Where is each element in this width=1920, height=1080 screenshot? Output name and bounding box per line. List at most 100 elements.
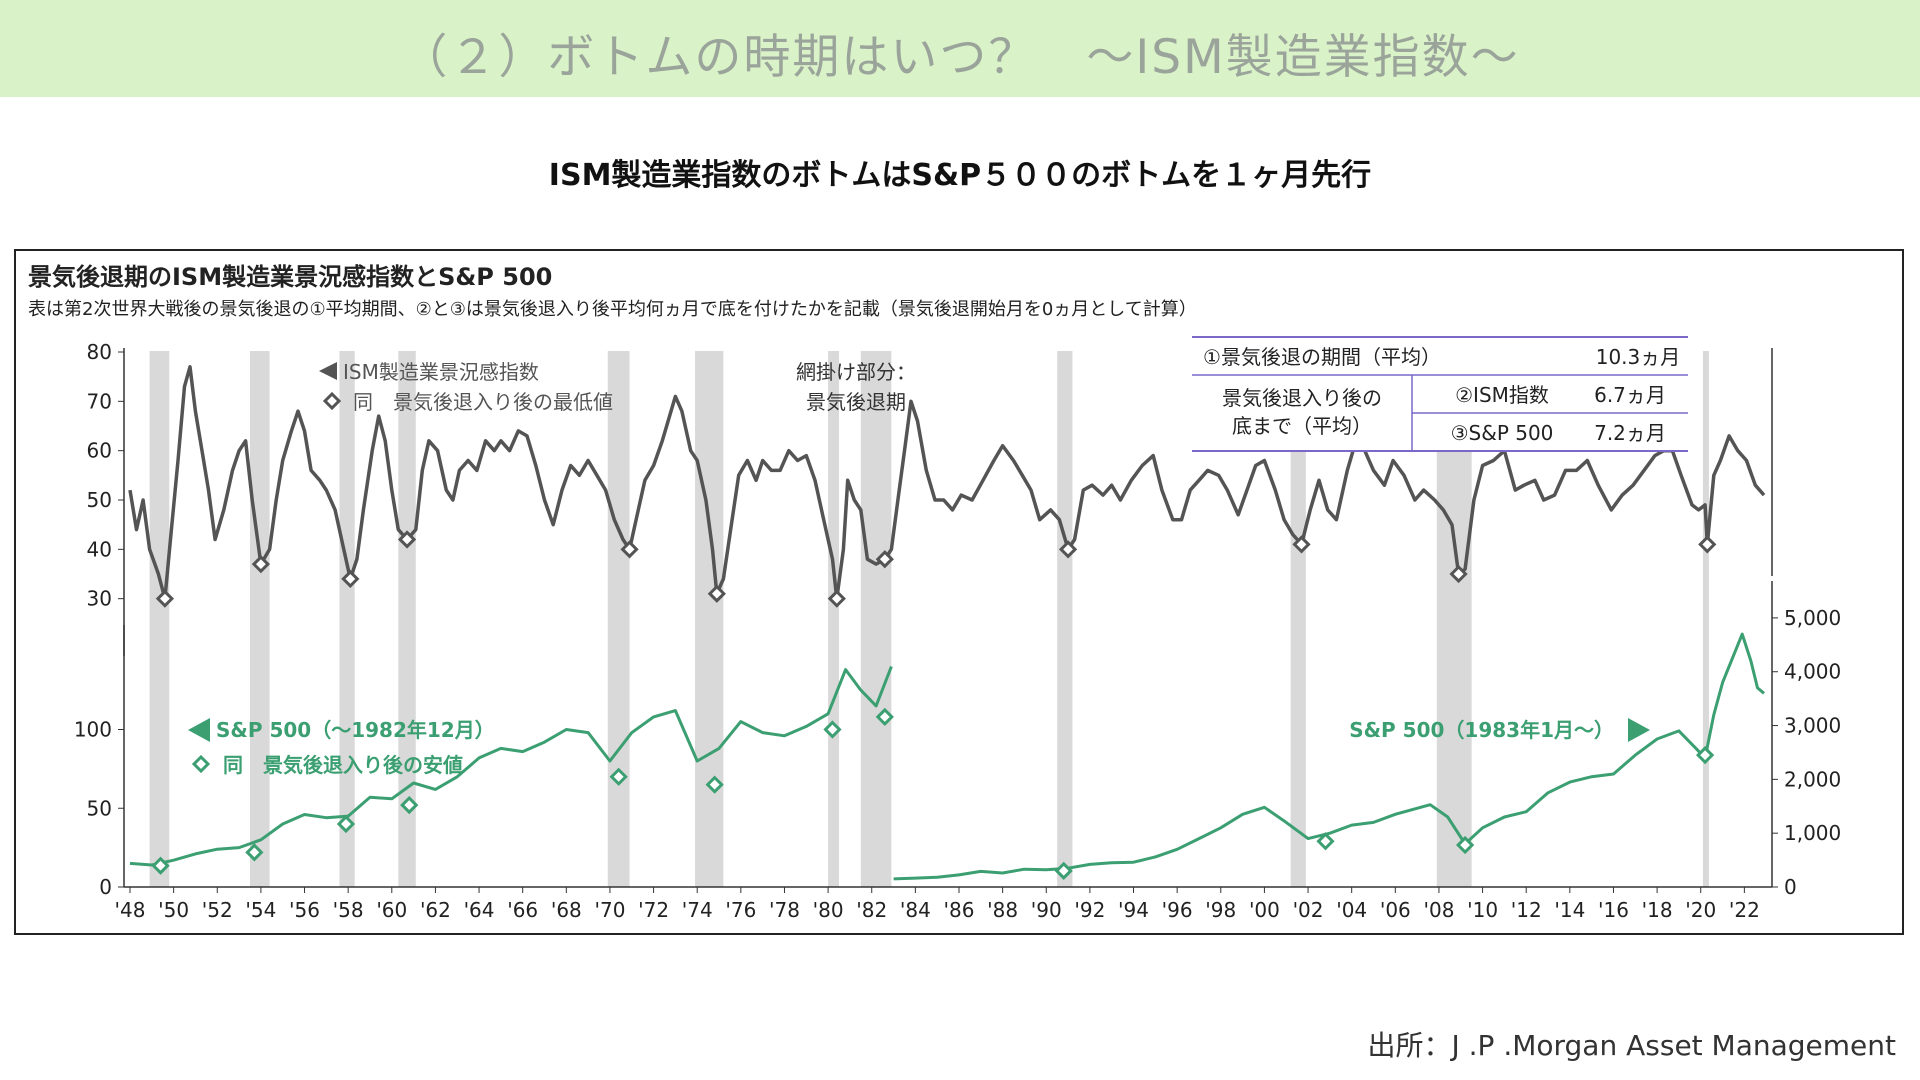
sp500-left-legend-marker-label: 同 景気後退入り後の安値 (223, 753, 463, 777)
ism-low-marker (1058, 540, 1078, 559)
ism-y-tick-label: 40 (87, 537, 112, 561)
ism-legend-diamond-icon (322, 391, 342, 411)
recession-band (695, 351, 724, 887)
x-tick-label: '08 (1423, 898, 1454, 922)
x-tick-label: '74 (682, 898, 713, 922)
x-tick-label: '88 (987, 898, 1018, 922)
x-tick-label: '92 (1074, 898, 1105, 922)
ism-low-marker (875, 550, 894, 569)
sp-right-y-tick-label: 1,000 (1784, 821, 1841, 845)
header-banner: （２）ボトムの時期はいつ？ ～ISM製造業指数～ (0, 0, 1920, 97)
x-tick-label: '62 (420, 898, 451, 922)
x-tick-label: '02 (1293, 898, 1324, 922)
sp500-low-marker (875, 707, 894, 727)
ism-y-tick-label: 80 (87, 340, 112, 364)
x-tick-label: '68 (551, 898, 582, 922)
x-tick-label: '56 (289, 898, 320, 922)
banner-title: （２）ボトムの時期はいつ？ ～ISM製造業指数～ (400, 30, 1520, 85)
x-tick-label: '58 (333, 898, 364, 922)
sp500-left-legend-line-label: S&P 500（〜1982年12月） (216, 718, 495, 742)
x-tick-label: '52 (202, 898, 233, 922)
x-tick-label: '04 (1336, 898, 1367, 922)
ism-y-tick-label: 70 (87, 389, 112, 413)
x-tick-label: '48 (115, 898, 146, 922)
x-tick-label: '00 (1249, 898, 1280, 922)
table-row1-label: ①景気後退の期間（平均） (1203, 345, 1441, 369)
table-row1-value: 10.3ヵ月 (1596, 345, 1681, 369)
sp500-low-marker (1456, 835, 1475, 855)
ism-low-marker (1698, 535, 1717, 554)
sp500-low-marker (823, 720, 842, 739)
x-tick-label: '80 (813, 898, 844, 922)
sp500-low-marker (1316, 832, 1335, 851)
ism-legend-line-label: ISM製造業景況感指数 (343, 360, 539, 384)
x-tick-label: '16 (1598, 898, 1629, 922)
x-tick-label: '84 (900, 898, 931, 922)
sp500-low-marker (245, 843, 264, 862)
sp-right-y-tick-label: 5,000 (1784, 606, 1841, 630)
source-credit: 出所：J .P .Morgan Asset Management (1367, 1029, 1896, 1062)
x-tick-label: '98 (1205, 898, 1236, 922)
sp500-low-marker (1054, 861, 1073, 880)
x-tick-label: '22 (1729, 898, 1760, 922)
sp-left-y-tick-label: 100 (74, 718, 112, 742)
sp500-low-marker (151, 856, 170, 875)
chart-svg: 景気後退期のISM製造業景況感指数とS&P 500 表は第2次世界大戦後の景気後退… (28, 263, 1841, 922)
x-tick-label: '66 (507, 898, 538, 922)
sp500-low-marker (1695, 746, 1715, 765)
x-tick-label: '06 (1380, 898, 1411, 922)
recession-band (1702, 351, 1709, 887)
ism-low-marker (1292, 535, 1311, 554)
summary-table-bg (1192, 337, 1688, 451)
x-tick-label: '64 (464, 898, 495, 922)
sp500-low-marker (336, 814, 356, 834)
recession-band (1057, 351, 1073, 887)
table-row3-value: 7.2ヵ月 (1594, 421, 1666, 445)
sp500-right-legend-triangle-icon (1628, 718, 1650, 742)
x-tick-label: '78 (769, 898, 800, 922)
table-row3-label: ③S&P 500 (1451, 421, 1554, 445)
x-tick-label: '70 (594, 898, 625, 922)
sp-left-y-tick-label: 0 (99, 875, 112, 899)
shading-label-line2: 景気後退期 (806, 390, 906, 414)
x-tick-label: '50 (158, 898, 189, 922)
sp500-pre1983-series-line (129, 665, 893, 867)
table-group-label-line1: 景気後退入り後の (1222, 386, 1382, 410)
sp500-low-marker (705, 775, 724, 794)
x-tick-label: '18 (1642, 898, 1673, 922)
sp-right-y-tick-label: 2,000 (1784, 767, 1841, 791)
sp500-left-legend-diamond-icon (191, 754, 211, 774)
x-tick-label: '72 (638, 898, 669, 922)
recession-band (1290, 351, 1306, 887)
x-tick-label: '94 (1118, 898, 1149, 922)
recession-band (149, 351, 170, 887)
ism-legend-triangle-icon (319, 362, 337, 380)
ism-low-marker (341, 569, 360, 589)
ism-legend-marker-label: 同 景気後退入り後の最低値 (353, 390, 613, 414)
ism-y-tick-label: 30 (87, 587, 112, 611)
table-group-label-line2: 底まで（平均） (1232, 414, 1372, 438)
recession-band (860, 351, 892, 887)
recession-band (339, 351, 355, 887)
recession-band (828, 351, 840, 887)
sp500-low-marker (400, 795, 419, 815)
ism-low-marker (827, 589, 846, 608)
x-tick-label: '90 (1031, 898, 1062, 922)
ism-low-marker (251, 555, 271, 574)
table-row2-value: 6.7ヵ月 (1594, 383, 1666, 407)
x-tick-label: '76 (725, 898, 756, 922)
x-tick-label: '60 (376, 898, 407, 922)
ism-low-marker (1449, 564, 1468, 584)
x-tick-label: '14 (1554, 898, 1585, 922)
sp-right-y-tick-label: 0 (1784, 875, 1797, 899)
sp500-left-legend-triangle-icon (188, 718, 210, 742)
recession-band (607, 351, 630, 887)
recession-band (398, 351, 416, 887)
x-tick-label: '82 (856, 898, 887, 922)
ism-low-marker (620, 540, 639, 559)
chart-title: 景気後退期のISM製造業景況感指数とS&P 500 (28, 263, 552, 291)
sp500-low-marker (609, 767, 628, 786)
sp500-post1983-series-line (893, 632, 1765, 881)
slide-subtitle: ISM製造業指数のボトムはS&P５００のボトムを１ヶ月先行 (548, 158, 1372, 193)
recession-band (249, 351, 270, 887)
